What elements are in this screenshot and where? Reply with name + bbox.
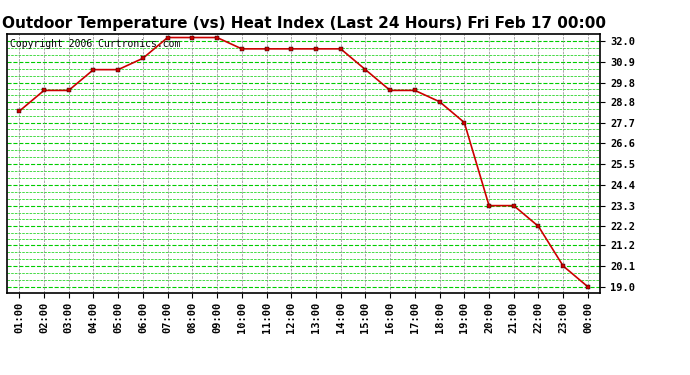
Title: Outdoor Temperature (vs) Heat Index (Last 24 Hours) Fri Feb 17 00:00: Outdoor Temperature (vs) Heat Index (Las… xyxy=(1,16,606,31)
Text: Copyright 2006 Curtronics.com: Copyright 2006 Curtronics.com xyxy=(10,39,180,49)
